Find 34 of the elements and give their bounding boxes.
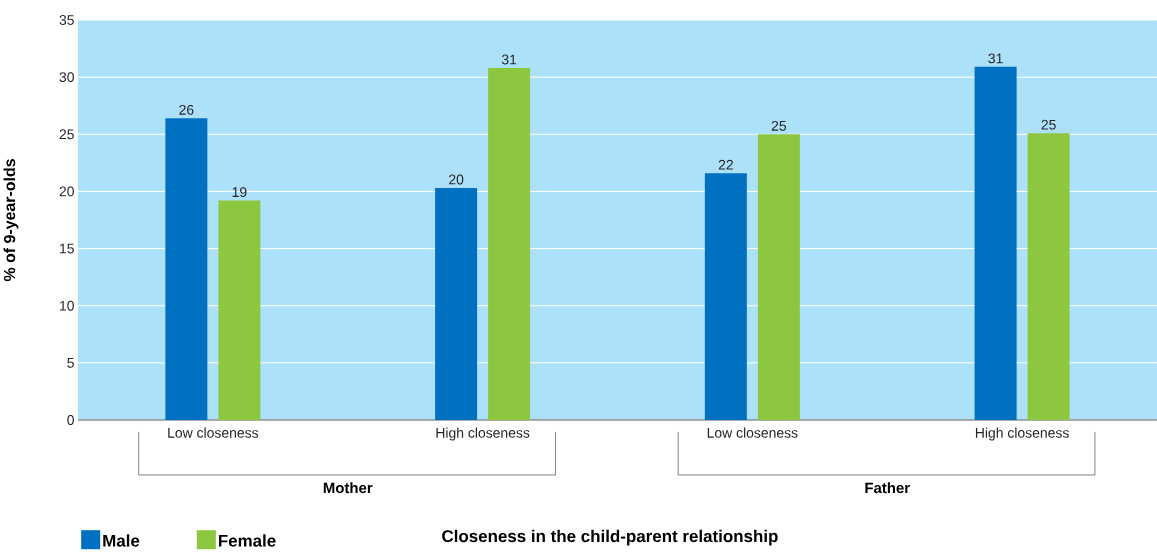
y-tick-label: 15 (60, 243, 74, 254)
data-label: 31 (988, 53, 1003, 64)
text: Father (865, 482, 910, 494)
data-label: 22 (718, 159, 733, 170)
bar (488, 68, 531, 420)
data-label: 31 (501, 54, 517, 65)
data-label: 26 (179, 104, 194, 115)
y-tick-label: 5 (67, 357, 74, 368)
text: Closeness in the child-parent relationship (442, 529, 778, 546)
text: Mother (323, 482, 373, 494)
data-label: 19 (232, 187, 247, 198)
y-tick-label: 0 (67, 415, 74, 425)
data-label: 25 (1041, 119, 1056, 130)
y-tick-label: 25 (59, 129, 74, 140)
data-label: 25 (771, 120, 787, 131)
bar (974, 66, 1017, 420)
x-tick-label: High closeness (975, 427, 1069, 441)
x-tick-label: Low closeness (707, 427, 798, 438)
x-tick-label: High closeness (436, 427, 530, 441)
bar (757, 134, 800, 420)
data-label: 20 (449, 174, 464, 185)
bar (435, 188, 478, 420)
legend-label: Male (103, 534, 140, 547)
y-tick-label: 10 (60, 300, 74, 311)
x-tick-label: Low closeness (168, 427, 259, 438)
bar (165, 118, 208, 420)
bar (1027, 133, 1070, 420)
y-tick-label: 35 (59, 15, 74, 25)
bar (704, 173, 747, 420)
y-axis-title: % of 9-year-olds (3, 159, 19, 282)
y-tick-label: 30 (59, 72, 74, 83)
bar (218, 200, 261, 420)
y-tick-label: 20 (59, 186, 74, 197)
legend-label: Female (218, 534, 276, 547)
